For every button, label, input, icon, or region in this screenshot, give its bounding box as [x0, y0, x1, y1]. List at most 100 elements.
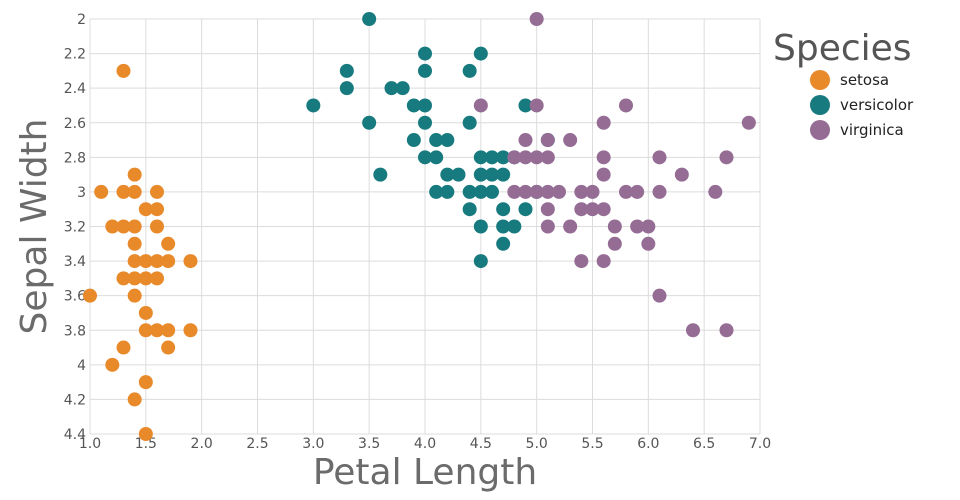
point-virginica	[507, 150, 522, 165]
point-virginica	[540, 133, 555, 148]
point-versicolor	[473, 46, 488, 61]
point-virginica	[619, 98, 633, 113]
y-tick-label: 2.4	[64, 81, 86, 97]
point-versicolor	[485, 167, 499, 182]
point-versicolor	[384, 81, 399, 96]
point-virginica	[585, 184, 600, 199]
point-setosa	[150, 184, 164, 199]
point-versicolor	[496, 167, 511, 182]
point-setosa	[105, 219, 120, 234]
y-tick-label: 3.6	[64, 289, 86, 305]
point-versicolor	[462, 184, 477, 199]
point-setosa	[150, 323, 164, 338]
point-virginica	[529, 98, 544, 113]
point-virginica	[507, 184, 522, 199]
point-versicolor	[496, 219, 511, 234]
legend-swatch-versicolor	[810, 95, 830, 115]
point-virginica	[529, 184, 544, 199]
point-setosa	[183, 254, 198, 269]
point-versicolor	[518, 202, 533, 217]
point-setosa	[116, 184, 131, 199]
point-versicolor	[440, 184, 455, 199]
x-axis-title: Petal Length	[313, 452, 537, 493]
x-tick-label: 6.5	[693, 436, 715, 452]
point-virginica	[563, 219, 578, 234]
x-tick-label: 3.0	[302, 436, 324, 452]
legend-title: Species	[773, 28, 912, 69]
y-tick-label: 4.4	[64, 427, 86, 443]
point-setosa	[127, 254, 142, 269]
point-setosa	[127, 167, 142, 182]
point-setosa	[161, 323, 176, 338]
point-versicolor	[339, 63, 354, 78]
point-versicolor	[485, 150, 499, 165]
point-virginica	[708, 184, 723, 199]
point-versicolor	[518, 98, 533, 113]
point-setosa	[138, 305, 153, 320]
point-virginica	[596, 202, 611, 217]
point-versicolor	[373, 167, 388, 182]
point-virginica	[574, 202, 589, 217]
x-axis-ticks: 1.0 1.5 2.0 2.5 3.0 3.5 4.0 4.5 5.0 5.5 6.0 6.5 7.0	[79, 436, 771, 452]
point-versicolor	[451, 167, 466, 182]
data-points	[83, 12, 756, 441]
point-virginica	[518, 150, 533, 165]
point-versicolor	[429, 184, 444, 199]
point-versicolor	[462, 63, 477, 78]
point-versicolor	[462, 202, 477, 217]
point-versicolor	[496, 236, 511, 251]
point-virginica	[540, 184, 555, 199]
x-tick-label: 4.5	[470, 436, 492, 452]
x-tick-label: 5.0	[526, 436, 548, 452]
point-versicolor	[485, 184, 499, 199]
point-virginica	[641, 219, 656, 234]
x-tick-label: 7.0	[749, 436, 771, 452]
point-setosa	[127, 288, 142, 303]
point-virginica	[741, 115, 756, 130]
point-setosa	[127, 392, 142, 407]
point-virginica	[574, 254, 589, 269]
point-setosa	[127, 271, 142, 286]
y-axis-title: Sepal Width	[14, 119, 55, 335]
point-virginica	[563, 133, 578, 148]
point-versicolor	[473, 150, 488, 165]
point-virginica	[529, 150, 544, 165]
point-versicolor	[418, 63, 432, 78]
point-virginica	[630, 184, 645, 199]
y-tick-label: 2.2	[64, 47, 86, 63]
point-versicolor	[406, 98, 421, 113]
point-versicolor	[339, 81, 354, 96]
point-versicolor	[507, 219, 522, 234]
point-virginica	[540, 219, 555, 234]
point-setosa	[161, 236, 176, 251]
point-setosa	[127, 236, 142, 251]
point-virginica	[641, 236, 656, 251]
x-tick-label: 3.5	[358, 436, 380, 452]
point-setosa	[83, 288, 97, 303]
point-versicolor	[418, 150, 432, 165]
y-tick-label: 3.2	[64, 220, 86, 236]
point-setosa	[161, 254, 176, 269]
grid	[89, 18, 761, 435]
point-virginica	[596, 167, 611, 182]
point-virginica	[574, 184, 589, 199]
point-setosa	[127, 219, 142, 234]
point-virginica	[652, 184, 667, 199]
point-setosa	[116, 63, 131, 78]
y-tick-label: 3.4	[64, 254, 86, 270]
point-versicolor	[306, 98, 321, 113]
legend-label-versicolor: versicolor	[840, 96, 914, 114]
point-virginica	[540, 202, 555, 217]
legend-items: setosa versicolor virginica	[810, 70, 914, 140]
point-virginica	[596, 150, 611, 165]
x-tick-label: 1.5	[135, 436, 157, 452]
point-virginica	[719, 150, 734, 165]
legend-label-virginica: virginica	[840, 121, 904, 139]
point-versicolor	[473, 254, 488, 269]
x-tick-label: 2.0	[191, 436, 213, 452]
point-virginica	[585, 202, 600, 217]
point-setosa	[116, 219, 131, 234]
point-versicolor	[362, 12, 377, 26]
point-virginica	[552, 184, 566, 199]
